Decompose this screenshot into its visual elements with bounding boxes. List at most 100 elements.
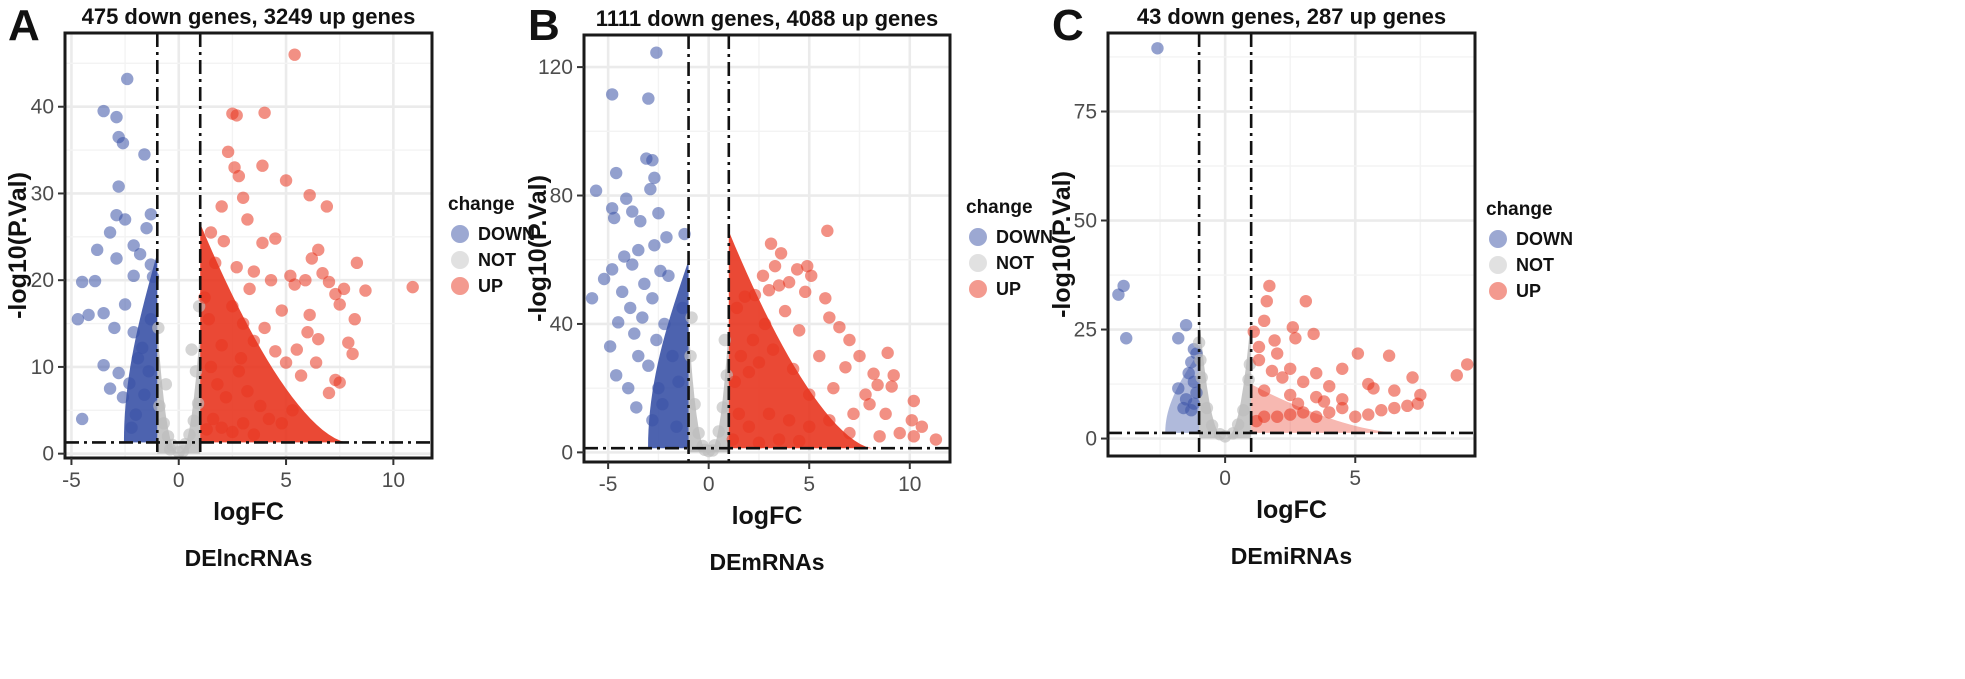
point-up	[1257, 384, 1271, 397]
point-down	[129, 408, 143, 421]
point-up	[241, 385, 254, 398]
point-up	[756, 269, 770, 282]
point-up	[1307, 327, 1320, 341]
point-down	[628, 327, 641, 340]
point-down	[622, 381, 635, 395]
point-up	[774, 247, 788, 260]
y-tick-label: 0	[561, 441, 573, 464]
point-up	[322, 275, 336, 289]
point-down	[97, 306, 110, 320]
point-down	[118, 298, 132, 311]
point-not	[163, 443, 177, 456]
point-up	[1460, 358, 1474, 371]
point-down	[97, 358, 110, 372]
point-up	[843, 426, 856, 440]
y-axis-title: -log10(P.Val)	[4, 172, 32, 319]
point-up	[329, 287, 342, 301]
scatter-points	[1112, 42, 1474, 443]
point-down	[642, 359, 655, 372]
point-down	[605, 202, 619, 215]
point-down	[138, 388, 151, 401]
point-up	[827, 381, 840, 395]
not-cloud	[1199, 316, 1252, 439]
y-tick-label: 50	[1074, 210, 1097, 233]
legend-label-up: UP	[1516, 281, 1541, 301]
point-up	[1283, 408, 1297, 421]
point-down	[1172, 382, 1185, 395]
point-up	[258, 106, 271, 119]
point-down	[1151, 42, 1164, 55]
y-tick-label: 25	[1074, 319, 1097, 342]
point-up	[1252, 353, 1266, 367]
y-tick-label: 40	[550, 313, 573, 336]
point-up	[221, 145, 235, 159]
x-axis-title: logFC	[213, 498, 284, 526]
point-up	[256, 159, 269, 172]
not-cloud	[157, 326, 201, 454]
point-down	[672, 375, 685, 388]
point-up	[1388, 384, 1401, 397]
y-axis-title: -log10(P.Val)	[1048, 171, 1076, 318]
volcano-panel-b: -5 0 5 10 0 40 80 120 logFC DEmRNAs 1111 down gene…	[524, 1, 1053, 575]
point-down	[127, 326, 140, 339]
legend-key-down	[969, 228, 987, 246]
point-up	[301, 326, 314, 339]
legend-key-not	[451, 251, 469, 269]
point-up	[312, 243, 325, 257]
point-up	[782, 276, 796, 289]
x-tick-label: 10	[382, 469, 405, 492]
up-cloud	[728, 231, 873, 449]
y-axis-title: -log10(P.Val)	[524, 175, 552, 322]
point-down	[611, 316, 625, 329]
point-down	[103, 226, 117, 239]
point-down	[670, 420, 683, 433]
chart-title: 475 down genes, 3249 up genes	[82, 4, 416, 29]
point-down	[75, 412, 89, 426]
legend-key-up	[1489, 282, 1507, 300]
point-up	[1411, 397, 1424, 410]
point-up	[805, 269, 818, 282]
point-not	[698, 443, 711, 456]
point-up	[236, 417, 250, 430]
point-up	[905, 414, 918, 427]
point-down	[656, 398, 669, 411]
point-down	[112, 366, 125, 380]
point-up	[247, 334, 261, 348]
point-down	[607, 211, 621, 225]
y-tick-label: 80	[550, 185, 573, 208]
point-down	[589, 184, 603, 197]
point-up	[738, 290, 752, 303]
point-down	[144, 258, 158, 271]
chart-title: 1111 down genes, 4088 up genes	[596, 6, 938, 31]
point-up	[348, 313, 361, 326]
point-up	[247, 428, 261, 441]
point-not	[152, 321, 165, 335]
point-down	[127, 269, 140, 283]
point-up	[1367, 382, 1380, 395]
point-down	[121, 72, 134, 86]
x-tick-label: -5	[62, 469, 81, 492]
point-up	[294, 369, 308, 382]
point-down	[660, 231, 673, 244]
point-down	[138, 148, 151, 161]
point-up	[1349, 410, 1362, 423]
point-up	[288, 278, 301, 291]
point-not	[712, 425, 725, 438]
x-tick-label: 5	[803, 473, 815, 496]
point-up	[1382, 349, 1396, 362]
point-up	[893, 426, 906, 440]
point-up	[247, 265, 261, 278]
point-down	[71, 313, 85, 326]
point-not	[187, 414, 200, 427]
point-up	[316, 267, 329, 280]
plot-frame	[582, 33, 952, 464]
point-up	[342, 336, 355, 349]
y-tick-label: 120	[538, 56, 573, 79]
point-up	[333, 298, 346, 311]
point-up	[885, 380, 898, 393]
point-down	[144, 208, 158, 221]
point-not	[1200, 401, 1214, 415]
point-up	[803, 388, 816, 401]
